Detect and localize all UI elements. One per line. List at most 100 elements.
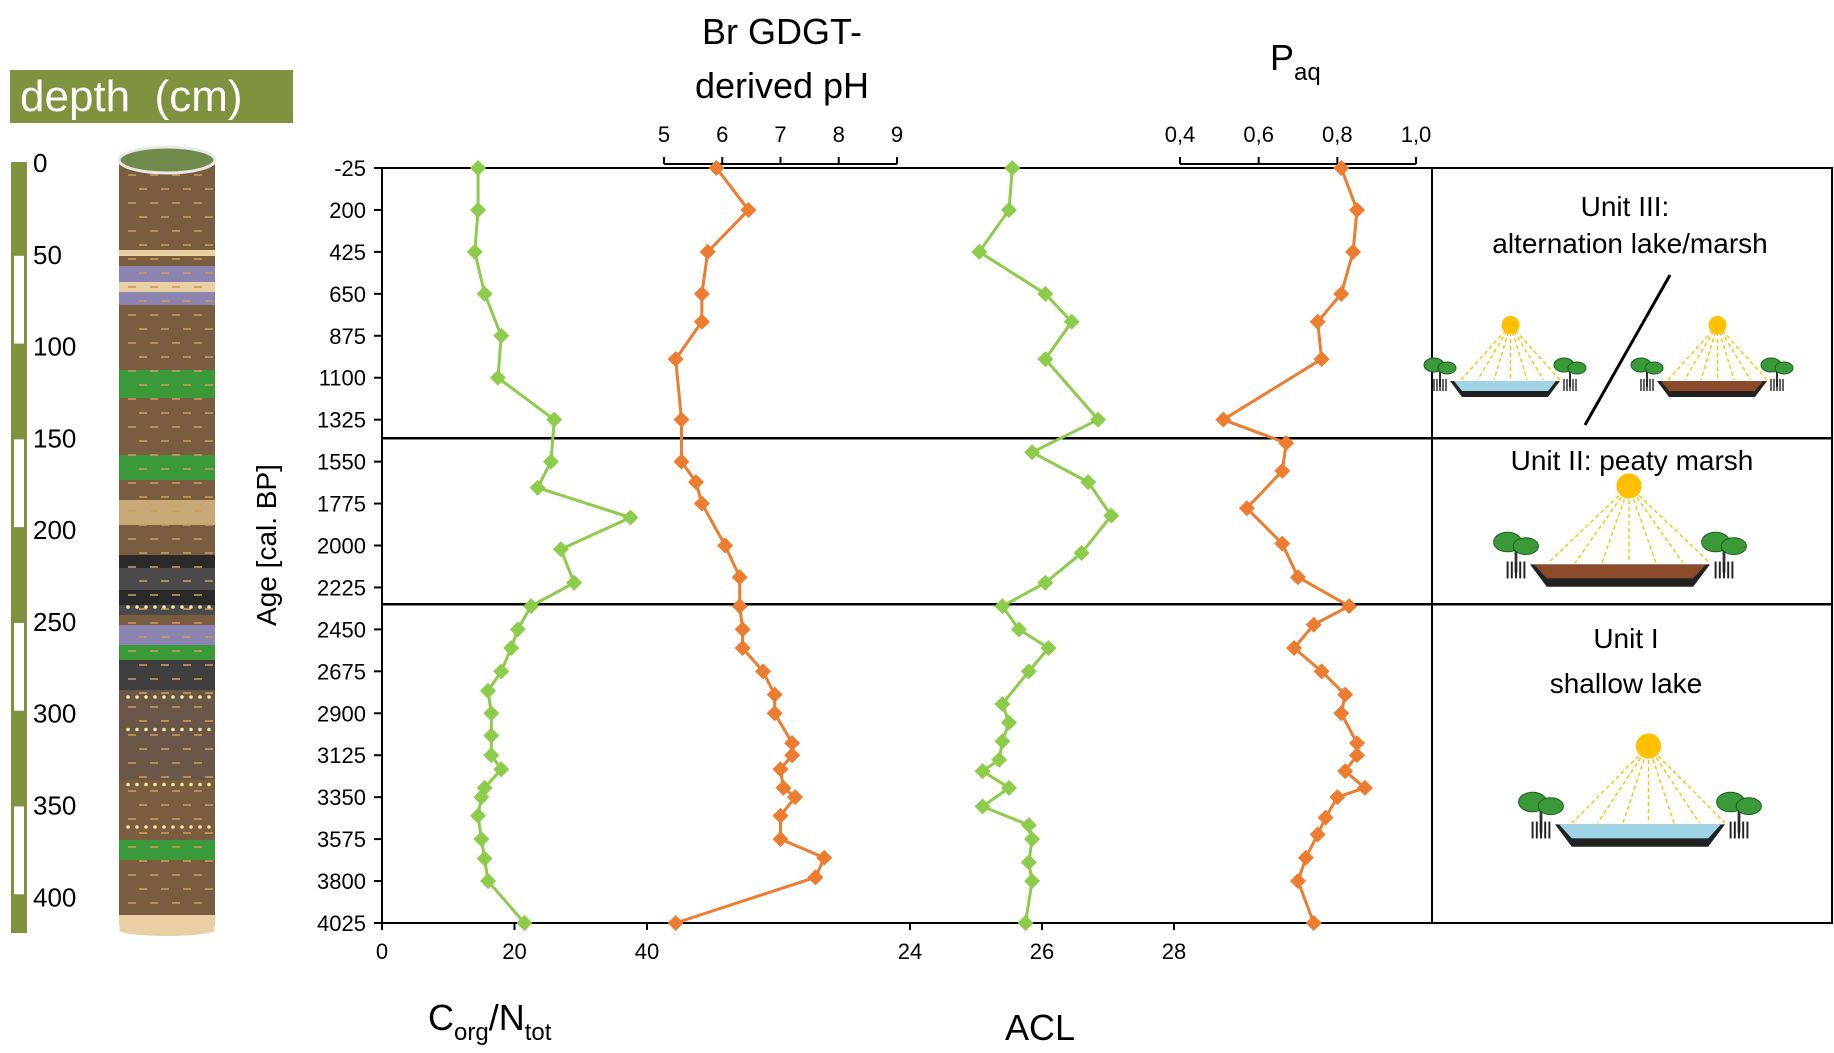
- depth-tick-label: 0: [33, 148, 47, 178]
- data-point: [503, 640, 520, 657]
- core-layer: [119, 780, 215, 840]
- series-line: [977, 167, 1113, 924]
- core-sand: [162, 825, 166, 829]
- x-tick-label: 26: [1030, 939, 1054, 964]
- sun-ray: [1509, 324, 1528, 381]
- paq-title: Paq: [1270, 37, 1321, 86]
- data-point: [480, 682, 496, 699]
- data-point: [784, 735, 801, 752]
- lake-illustration: [1423, 316, 1587, 397]
- cn-title-org: org: [454, 1019, 489, 1046]
- unit-iii-label-line2: alternation lake/marsh: [1492, 228, 1767, 259]
- sun-ray: [1647, 745, 1701, 824]
- y-tick-label: 1550: [317, 450, 366, 475]
- data-point: [1020, 854, 1037, 871]
- paq-title-main: P: [1270, 37, 1294, 78]
- core-sand: [126, 825, 130, 829]
- data-point: [622, 509, 639, 526]
- core-sand: [153, 605, 157, 609]
- data-point: [1337, 686, 1354, 703]
- tree-crown: [1512, 537, 1539, 556]
- core-sand: [144, 825, 148, 829]
- y-tick-label: 2000: [317, 534, 366, 559]
- data-point: [667, 915, 684, 931]
- data-point: [1290, 873, 1306, 890]
- data-point: [1037, 285, 1054, 302]
- data-point: [542, 453, 559, 470]
- core-layer: [119, 625, 215, 645]
- y-tick-label: 3800: [317, 869, 366, 894]
- data-point: [470, 201, 487, 218]
- y-tick-label: 2900: [317, 701, 366, 726]
- core-sand: [126, 605, 130, 609]
- data-point: [516, 915, 533, 931]
- unit-ii-label: Unit II: peaty marsh: [1511, 445, 1754, 476]
- core-sand: [162, 605, 166, 609]
- data-point: [476, 850, 493, 867]
- data-point: [1024, 873, 1041, 890]
- core-sand: [162, 695, 166, 699]
- tree-crown: [1720, 537, 1747, 556]
- data-point: [1090, 411, 1107, 428]
- core-sand: [180, 727, 184, 732]
- core-sand: [189, 727, 193, 732]
- data-point: [740, 201, 757, 218]
- data-point: [1305, 616, 1322, 633]
- paq-title-sub: aq: [1294, 59, 1321, 86]
- data-point: [1313, 351, 1330, 368]
- data-point: [974, 763, 991, 780]
- cn-title-tot: tot: [525, 1019, 552, 1046]
- units-frame: [1431, 167, 1833, 924]
- data-point: [473, 789, 490, 806]
- core-layer: [119, 250, 215, 256]
- y-tick-label: -25: [334, 156, 366, 181]
- core-sand: [153, 727, 157, 732]
- data-point: [772, 761, 789, 778]
- core-sand: [144, 782, 148, 787]
- data-point: [1037, 351, 1054, 368]
- core-sand: [207, 727, 211, 732]
- sun-ray: [1716, 324, 1768, 381]
- data-point: [667, 351, 684, 368]
- data-point: [566, 574, 583, 591]
- data-point: [476, 285, 493, 302]
- tree-crown: [1735, 797, 1762, 816]
- core-sand: [135, 605, 139, 609]
- data-point: [1024, 831, 1041, 848]
- depth-tick-label: 300: [33, 699, 76, 729]
- x-tick-label: 5: [658, 122, 670, 147]
- tree-icon: [1701, 531, 1747, 579]
- data-point: [1309, 313, 1326, 330]
- core-sand: [126, 695, 130, 699]
- x-tick-label: 0: [376, 939, 388, 964]
- data-point: [480, 873, 496, 890]
- core-sand: [180, 782, 184, 787]
- data-point: [1337, 763, 1354, 780]
- y-tick-label: 2675: [317, 659, 366, 684]
- data-point: [1215, 411, 1232, 428]
- data-point: [1349, 747, 1365, 764]
- data-point: [1297, 849, 1314, 866]
- data-point: [1001, 779, 1017, 796]
- data-point: [1349, 201, 1365, 218]
- x-tick-label: 9: [891, 122, 903, 147]
- y-tick-label: 425: [329, 240, 366, 265]
- core-sand: [180, 605, 184, 609]
- tree-icon: [1423, 357, 1457, 391]
- data-point: [787, 789, 804, 806]
- basin-fill: [1661, 381, 1763, 391]
- data-point: [1278, 434, 1295, 451]
- depth-tick-label: 250: [33, 607, 76, 637]
- y-tick-label: 1100: [319, 366, 366, 391]
- core-sand: [126, 782, 130, 787]
- data-point: [1313, 663, 1330, 680]
- data-point: [775, 779, 792, 796]
- y-tick-label: 1775: [317, 492, 366, 517]
- data-point: [1073, 544, 1090, 561]
- depth-tick-label: 150: [33, 423, 76, 453]
- series-layer: [466, 160, 1373, 931]
- core-layer: [119, 500, 215, 525]
- core-sand: [171, 605, 175, 609]
- data-point: [1017, 915, 1034, 931]
